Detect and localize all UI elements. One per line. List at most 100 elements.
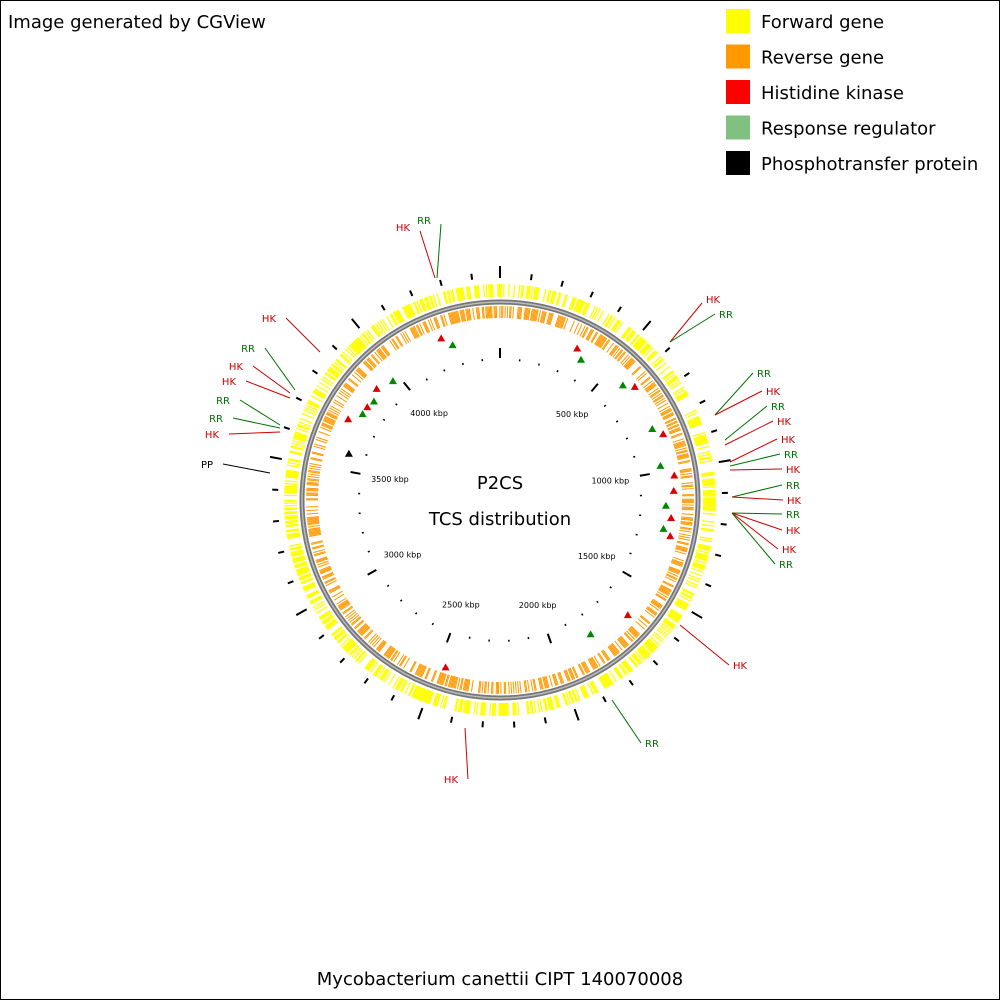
- forward-gene: [371, 325, 381, 337]
- forward-gene: [302, 581, 315, 589]
- reverse-gene: [462, 678, 467, 691]
- forward-gene: [289, 546, 303, 551]
- reverse-gene: [577, 664, 584, 676]
- forward-gene: [676, 598, 689, 607]
- reverse-gene: [481, 681, 484, 694]
- forward-gene: [638, 647, 649, 659]
- reverse-gene: [423, 321, 429, 333]
- feature-label: HK: [782, 545, 797, 556]
- forward-gene: [614, 321, 624, 334]
- reverse-gene: [598, 337, 607, 348]
- reverse-gene: [444, 674, 449, 687]
- reverse-gene: [477, 680, 481, 693]
- reverse-gene: [576, 323, 583, 336]
- reverse-gene: [657, 591, 668, 599]
- forward-gene: [304, 406, 317, 414]
- reverse-gene: [376, 640, 386, 651]
- reverse-gene: [533, 678, 537, 691]
- forward-gene: [695, 441, 709, 447]
- backbone-ring-inner: [301, 301, 699, 699]
- reverse-gene: [583, 661, 591, 673]
- forward-gene: [633, 337, 644, 348]
- forward-gene: [697, 547, 711, 552]
- forward-gene: [697, 545, 711, 551]
- reverse-gene: [579, 325, 586, 337]
- forward-gene: [684, 409, 697, 417]
- legend-swatch: [726, 44, 750, 69]
- reverse-gene: [463, 678, 468, 691]
- reverse-gene: [671, 560, 683, 566]
- feature-label: HK: [262, 314, 277, 325]
- reverse-gene: [614, 640, 623, 651]
- forward-gene: [689, 570, 703, 577]
- reverse-gene: [607, 646, 616, 657]
- forward-gene: [702, 509, 716, 512]
- outer-tick: [628, 679, 634, 686]
- forward-gene: [695, 554, 709, 560]
- inner-tick: [402, 381, 411, 391]
- inner-tick: [372, 435, 376, 438]
- forward-gene: [680, 591, 693, 599]
- reverse-gene: [581, 326, 588, 338]
- feature-leader: [228, 431, 281, 435]
- forward-gene: [702, 482, 716, 485]
- feature-label: HK: [787, 496, 802, 507]
- reverse-gene: [668, 568, 680, 574]
- forward-gene: [404, 681, 412, 695]
- ruler-label: 3000 kbp: [384, 551, 422, 560]
- reverse-gene: [645, 607, 657, 616]
- forward-gene: [289, 450, 303, 455]
- feature-leader: [731, 512, 776, 565]
- reverse-gene: [308, 465, 321, 469]
- forward-gene: [292, 437, 306, 443]
- forward-gene: [424, 690, 431, 703]
- reverse-gene: [369, 634, 379, 645]
- forward-gene: [701, 474, 715, 477]
- forward-gene: [525, 701, 529, 715]
- forward-gene: [351, 647, 362, 658]
- reverse-gene: [571, 666, 578, 679]
- reverse-gene: [617, 351, 627, 362]
- forward-gene: [285, 524, 299, 528]
- forward-gene: [296, 567, 310, 574]
- reverse-gene: [409, 660, 416, 672]
- forward-gene: [625, 330, 635, 342]
- forward-gene: [582, 302, 589, 316]
- forward-gene: [372, 324, 382, 336]
- reverse-gene: [648, 387, 659, 396]
- forward-gene: [326, 621, 339, 631]
- reverse-gene: [342, 606, 354, 615]
- forward-gene: [427, 691, 433, 704]
- reverse-gene: [508, 681, 510, 694]
- forward-gene: [698, 453, 712, 458]
- reverse-gene: [476, 307, 480, 320]
- forward-gene: [392, 676, 401, 689]
- feature-leader: [669, 302, 703, 343]
- reverse-gene: [525, 307, 529, 320]
- forward-gene: [423, 297, 430, 311]
- inner-tick: [629, 552, 632, 555]
- forward-gene: [294, 431, 308, 437]
- reverse-gene: [454, 676, 459, 689]
- forward-gene: [306, 402, 320, 410]
- outer-tick: [287, 580, 294, 585]
- forward-gene: [291, 551, 304, 556]
- reverse-gene: [357, 368, 367, 377]
- reverse-gene: [590, 331, 598, 343]
- forward-gene: [320, 612, 332, 621]
- feature-marker: [670, 471, 679, 479]
- reverse-gene: [340, 388, 352, 396]
- forward-gene: [569, 297, 576, 310]
- reverse-gene: [524, 680, 528, 693]
- forward-gene: [694, 438, 708, 443]
- feature-marker: [344, 449, 353, 457]
- forward-gene: [615, 666, 624, 678]
- outer-tick: [673, 636, 680, 643]
- forward-gene: [555, 292, 561, 306]
- reverse-gene: [676, 541, 689, 546]
- legend-label: Histidine kinase: [761, 83, 904, 104]
- forward-gene: [466, 700, 471, 714]
- reverse-gene: [338, 600, 349, 608]
- forward-gene: [556, 694, 561, 708]
- forward-gene: [372, 663, 382, 676]
